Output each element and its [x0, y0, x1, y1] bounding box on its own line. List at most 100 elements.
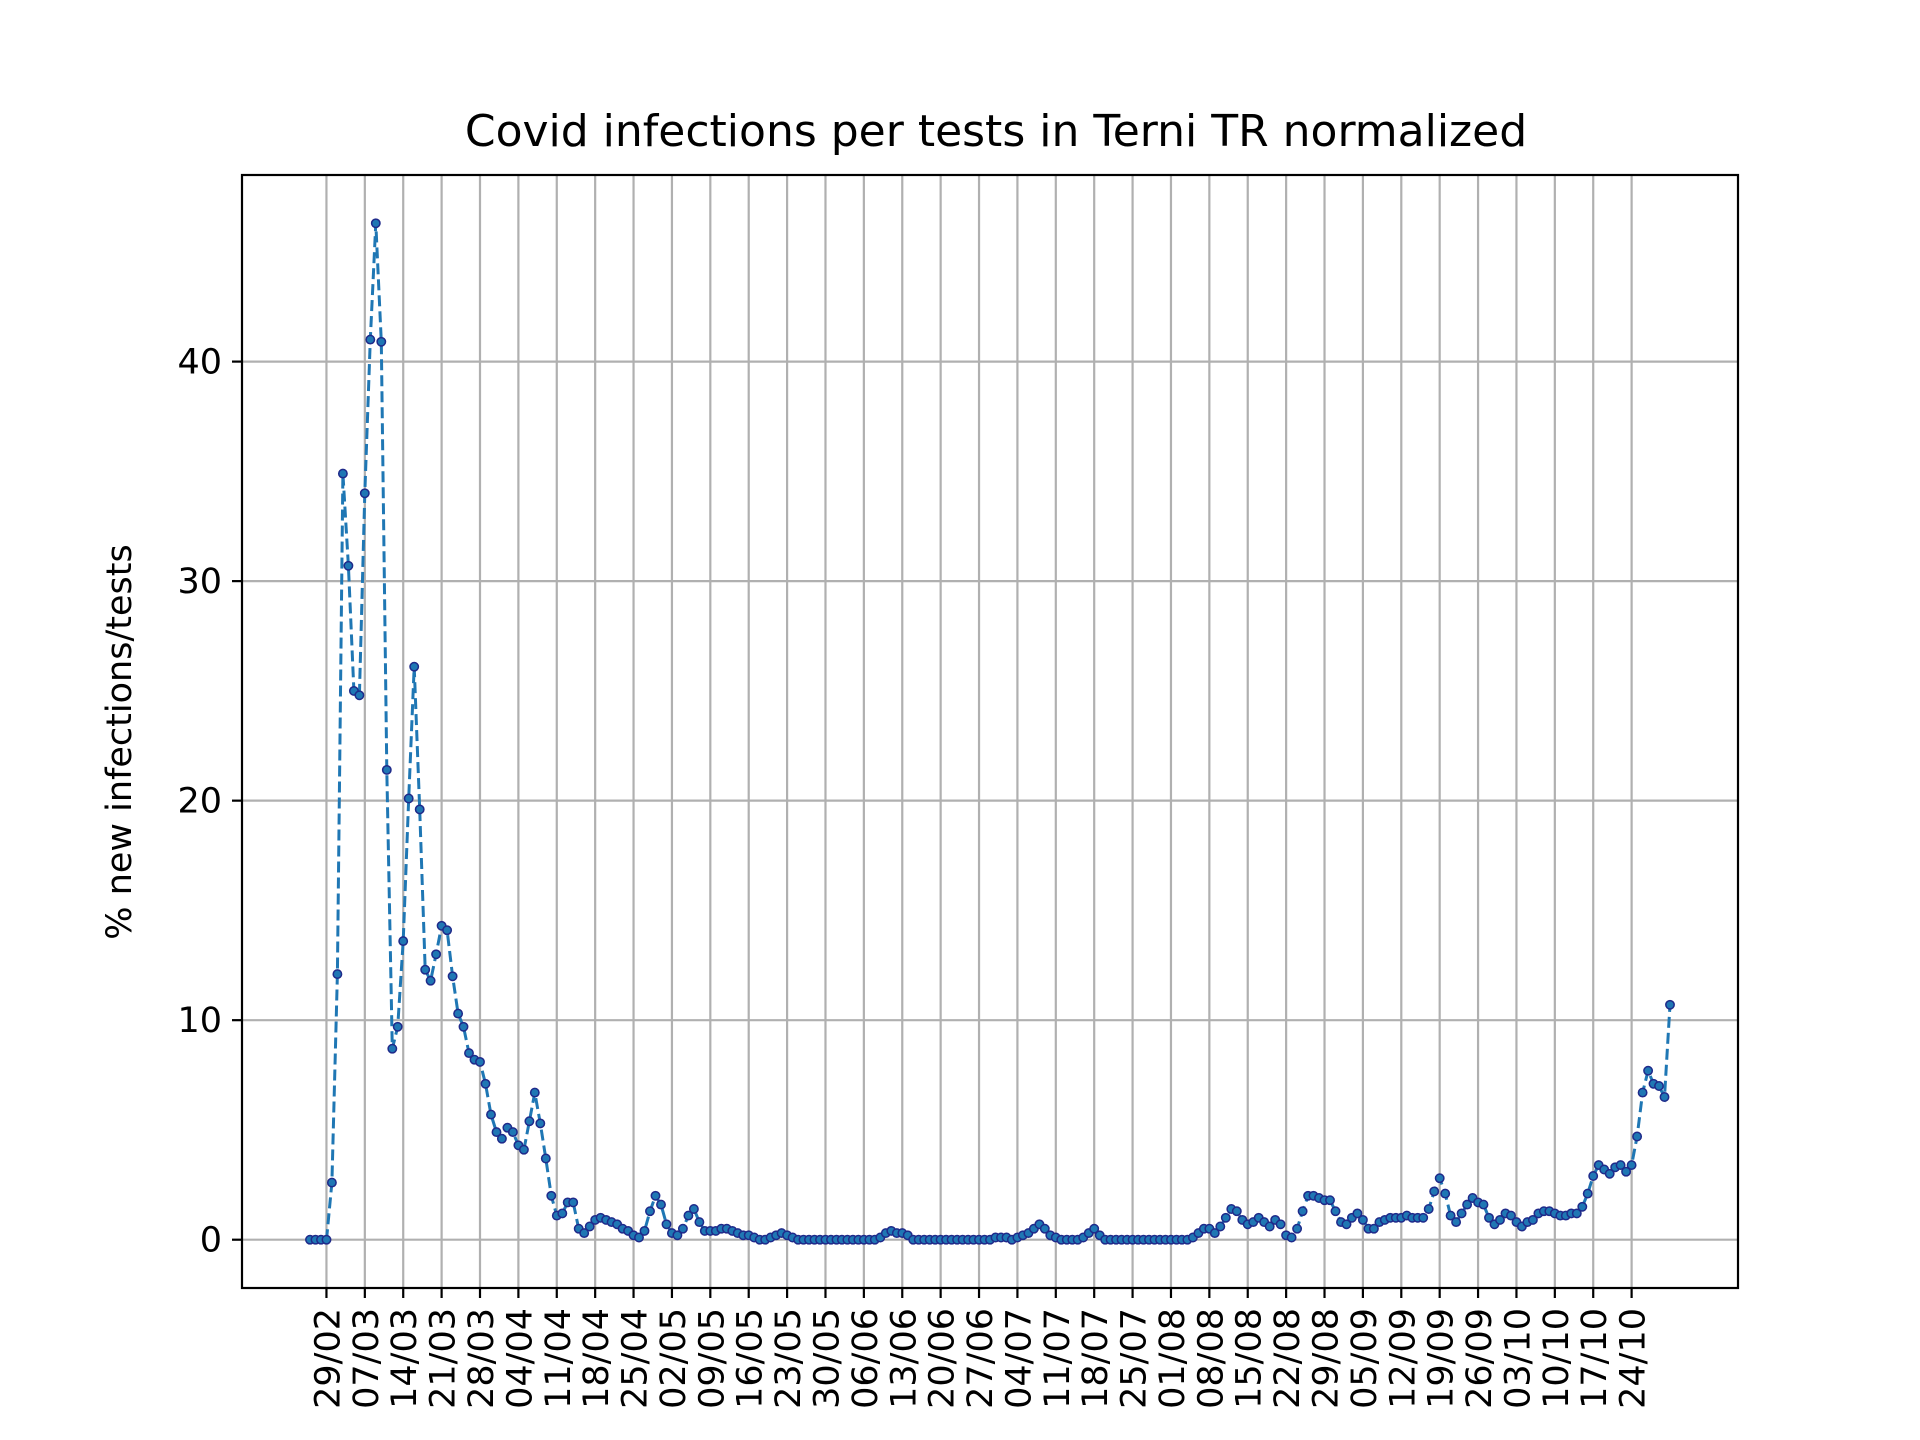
data-point: [1429, 1186, 1440, 1197]
data-point: [359, 488, 370, 499]
x-tick-label: 29/02: [308, 1308, 348, 1409]
x-tick-label: 07/03: [347, 1308, 387, 1409]
data-point: [584, 1221, 595, 1232]
x-tick-label: 15/08: [1230, 1308, 1270, 1409]
data-point: [1643, 1065, 1654, 1076]
x-tick-label: 06/06: [846, 1308, 886, 1409]
x-tick-label: 10/10: [1537, 1308, 1577, 1409]
data-point: [381, 764, 392, 775]
data-point: [1577, 1201, 1588, 1212]
data-point: [1588, 1171, 1599, 1181]
x-tick-label: 20/06: [923, 1308, 963, 1409]
data-point: [579, 1228, 590, 1239]
data-point: [1484, 1212, 1494, 1223]
plot-frame: [240, 173, 1740, 1290]
x-tick-label: 30/05: [807, 1308, 847, 1409]
data-point: [1297, 1206, 1308, 1217]
data-point: [535, 1118, 546, 1129]
data-point: [1582, 1188, 1593, 1199]
data-point: [688, 1204, 699, 1214]
x-tick-label: 05/09: [1345, 1308, 1385, 1409]
x-tick-label: 21/03: [424, 1308, 464, 1409]
x-tick-label: 19/09: [1422, 1308, 1462, 1409]
chart-title: Covid infections per tests in Terni TR n…: [465, 106, 1527, 157]
data-point: [1089, 1223, 1100, 1234]
data-point: [480, 1078, 491, 1089]
data-point: [1527, 1214, 1538, 1225]
data-point: [491, 1127, 502, 1138]
data-point: [392, 1021, 403, 1032]
data-point: [507, 1127, 518, 1138]
data-point: [1292, 1223, 1303, 1234]
x-tick-label: 12/09: [1383, 1308, 1423, 1409]
data-point: [634, 1232, 644, 1243]
data-point: [677, 1223, 688, 1234]
data-point: [1445, 1210, 1456, 1221]
data-point: [661, 1219, 672, 1230]
x-tick-label: 27/06: [961, 1308, 1001, 1409]
x-tick-label: 28/03: [462, 1308, 502, 1409]
data-point: [518, 1144, 529, 1155]
x-tick-label: 03/10: [1498, 1308, 1538, 1409]
data-point: [321, 1234, 332, 1245]
data-point: [442, 925, 453, 936]
grid: [242, 175, 1738, 1288]
data-point: [1434, 1173, 1445, 1184]
x-tick-label: 02/05: [654, 1308, 694, 1409]
x-tick-label: 11/04: [539, 1308, 579, 1409]
data-point: [1451, 1217, 1462, 1228]
plot-area-border: [240, 173, 1740, 1290]
data-point: [1418, 1212, 1429, 1223]
data-point: [529, 1087, 540, 1098]
data-point: [546, 1190, 557, 1201]
data-point: [1220, 1212, 1231, 1223]
data-point: [1209, 1228, 1220, 1239]
data-point: [1615, 1160, 1626, 1171]
data-point: [524, 1116, 535, 1127]
data-point: [398, 936, 409, 947]
x-tick-label: 01/08: [1153, 1308, 1193, 1409]
data-point: [458, 1021, 469, 1032]
x-tick-label: 25/07: [1115, 1308, 1155, 1409]
data-point: [387, 1043, 398, 1054]
data-point: [1571, 1208, 1582, 1219]
y-axis: 0 10 20 30 40: [177, 343, 242, 1261]
data-point: [1275, 1219, 1286, 1230]
data-point: [645, 1206, 655, 1217]
data-point: [475, 1056, 485, 1067]
x-tick-label: 18/07: [1076, 1308, 1116, 1409]
y-tick-label: 0: [200, 1221, 222, 1261]
data-point: [1352, 1208, 1363, 1219]
data-point: [1423, 1204, 1434, 1214]
x-tick-label: 08/08: [1191, 1308, 1231, 1409]
x-tick-label: 24/10: [1614, 1308, 1654, 1409]
x-tick-label: 18/04: [577, 1308, 617, 1409]
data-point: [568, 1197, 579, 1208]
y-tick-label: 20: [177, 782, 222, 822]
data-point: [486, 1109, 496, 1120]
data-point: [354, 690, 365, 701]
y-tick-label: 30: [177, 562, 222, 602]
data-point: [1368, 1223, 1379, 1234]
data-point: [420, 964, 431, 975]
data-point: [1659, 1092, 1670, 1102]
data-point: [365, 334, 376, 345]
data-point: [639, 1225, 650, 1236]
data-point: [431, 949, 442, 960]
x-axis: 29/0207/0314/0321/0328/0304/0411/0418/04…: [308, 1288, 1654, 1409]
x-tick-label: 26/09: [1460, 1308, 1500, 1409]
data-point: [1264, 1221, 1275, 1232]
data-point: [1495, 1214, 1505, 1225]
data-point: [414, 804, 425, 815]
x-tick-label: 13/06: [884, 1308, 924, 1409]
data-point: [425, 975, 436, 986]
data-point: [1654, 1081, 1664, 1091]
data-point: [496, 1133, 507, 1144]
data-point: [332, 969, 343, 980]
data-point: [464, 1048, 474, 1059]
data-point: [650, 1190, 661, 1201]
data-point: [1440, 1188, 1451, 1199]
data-point: [343, 560, 354, 571]
data-point: [1215, 1221, 1226, 1232]
